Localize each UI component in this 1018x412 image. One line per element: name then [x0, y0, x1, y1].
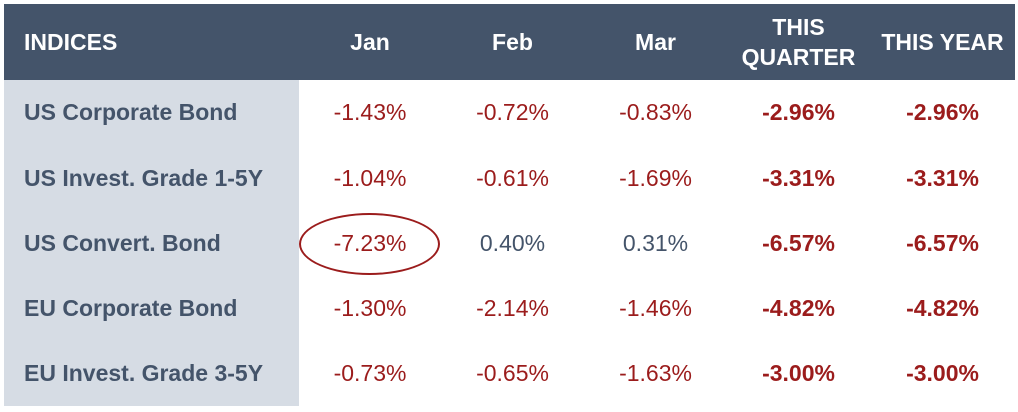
highlight-circle [299, 213, 440, 275]
value-cell: -1.30% [333, 295, 407, 321]
value-cell: -1.04% [333, 165, 407, 191]
value-cell: -1.46% [619, 295, 692, 321]
value-cell: -3.31% [906, 165, 979, 191]
header-feb: Feb [492, 29, 533, 55]
value-cell: -3.00% [762, 360, 835, 386]
label-column-background [4, 80, 299, 406]
row-label: EU Corporate Bond [24, 295, 238, 321]
value-cell: -1.63% [619, 360, 692, 386]
value-cell: -0.65% [476, 360, 549, 386]
header-mar: Mar [635, 29, 676, 55]
row-label: US Invest. Grade 1-5Y [24, 165, 264, 191]
value-cell: -0.61% [476, 165, 549, 191]
value-cell: -2.96% [762, 99, 835, 125]
value-cell: -2.96% [906, 99, 979, 125]
value-cell: 0.40% [479, 230, 546, 256]
header-this-quarter: THIS QUARTER [741, 14, 856, 70]
row-label: US Corporate Bond [24, 99, 238, 125]
value-cell: -3.00% [906, 360, 979, 386]
header-indices: INDICES [24, 29, 118, 55]
header-jan: Jan [350, 29, 390, 55]
value-cell: -0.72% [476, 99, 549, 125]
table-row: EU Invest. Grade 3-5Y -0.73% -0.65% -1.63% -… [4, 341, 1015, 406]
value-cell: -4.82% [762, 295, 835, 321]
table-row: EU Corporate Bond -1.30% -2.14% -1.46% -4.82… [4, 276, 1015, 341]
value-cell: -6.57% [906, 230, 979, 256]
table-row: US Corporate Bond -1.43% -0.72% -0.83% -2.96… [4, 80, 1015, 145]
value-cell: -6.57% [762, 230, 835, 256]
value-cell: -0.83% [619, 99, 692, 125]
row-label: US Convert. Bond [24, 230, 221, 256]
value-cell: -4.82% [906, 295, 979, 321]
value-cell: 0.31% [622, 230, 689, 256]
header-this-year: THIS YEAR [881, 29, 1004, 55]
value-cell: -3.31% [762, 165, 835, 191]
value-cell: -1.69% [619, 165, 692, 191]
value-cell: -1.43% [333, 99, 407, 125]
table-header: INDICES Jan Feb Mar THIS QUARTER THIS YE… [4, 4, 1015, 80]
row-label: EU Invest. Grade 3-5Y [24, 360, 264, 386]
value-cell: -0.73% [333, 360, 407, 386]
table-row: US Convert. Bond -7.23% 0.40% 0.31% -6.57% -6… [4, 211, 1015, 276]
value-cell: -2.14% [476, 295, 549, 321]
table-row: US Invest. Grade 1-5Y -1.04% -0.61% -1.69% -… [4, 146, 1015, 211]
